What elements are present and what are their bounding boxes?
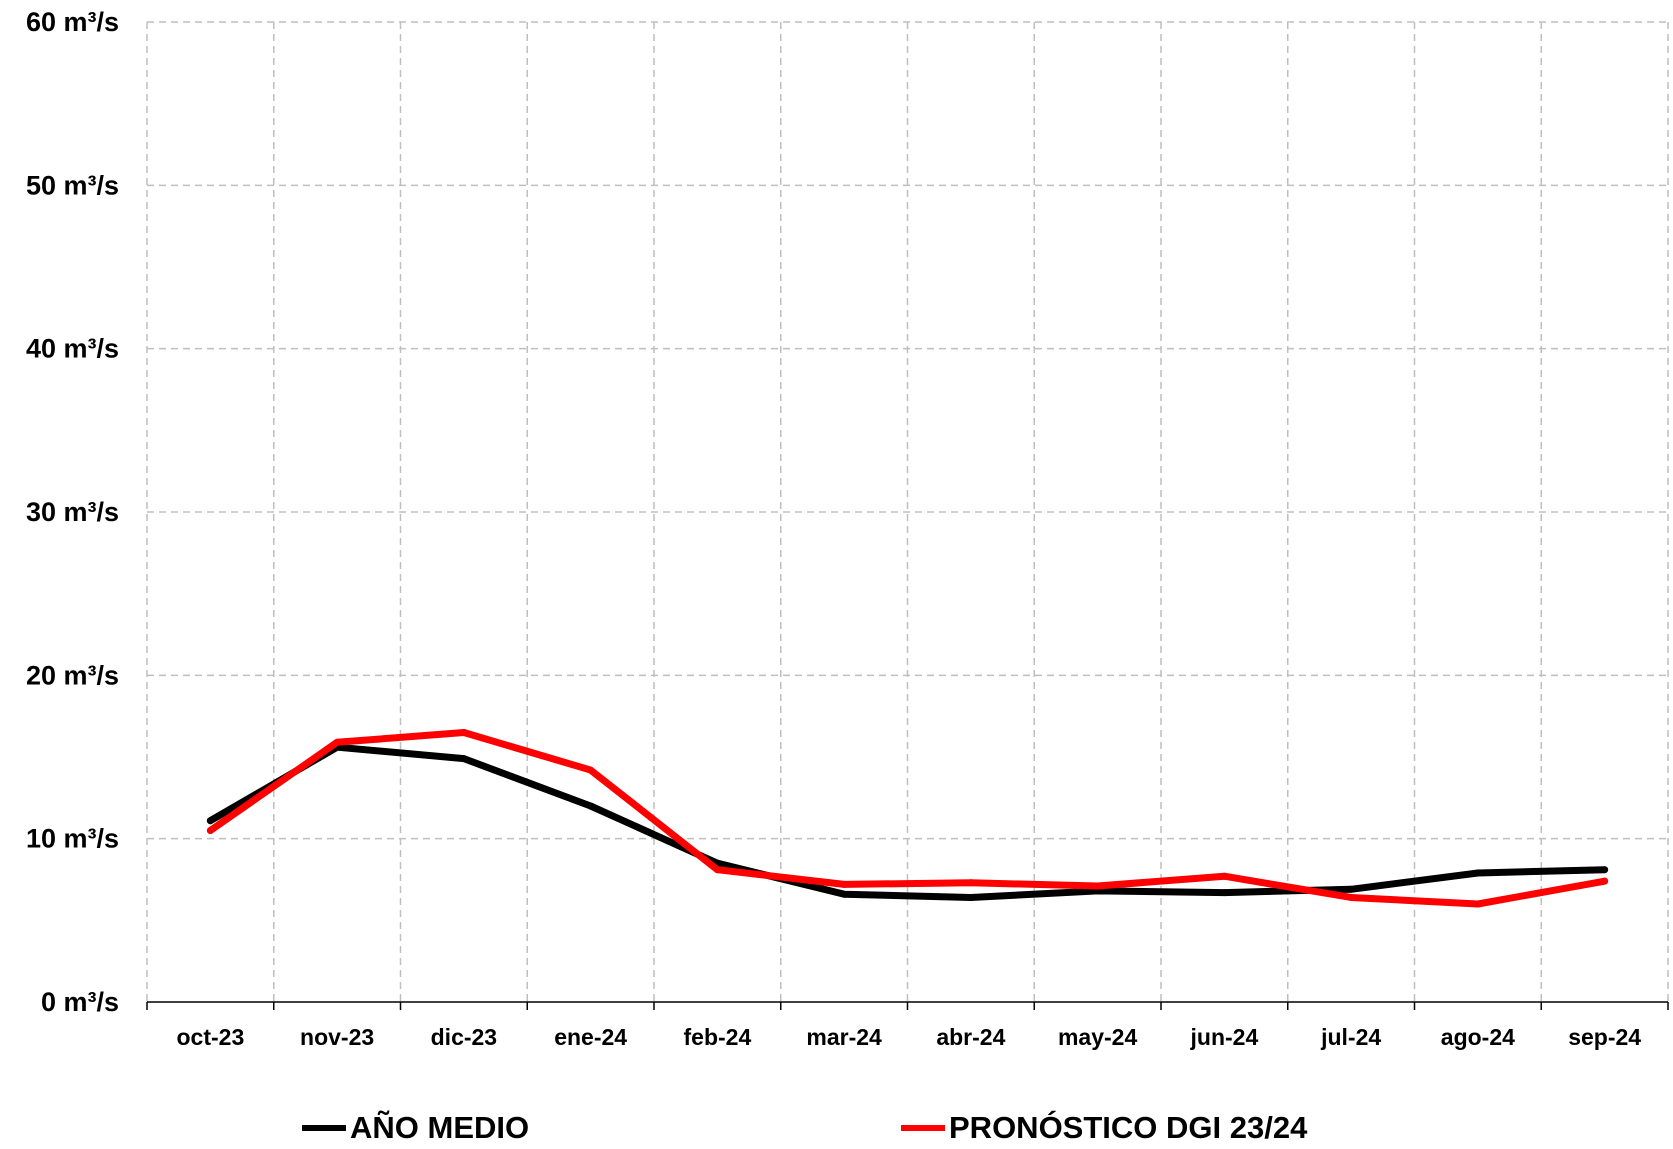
data-point-ano-medio — [206, 817, 214, 825]
data-point-ano-medio — [1474, 869, 1482, 877]
data-point-pronostico — [206, 827, 214, 834]
data-point-ano-medio — [587, 802, 595, 810]
x-axis-tick-labels: oct-23 nov-23 dic-23 ene-24 feb-24 mar-24 abr-… — [177, 1024, 1642, 1050]
y-axis-tick-labels: 0 m³/s 10 m³/s 20 m³/s 30 m³/s 40 m³/s 50 m³/… — [26, 7, 119, 1017]
x-tick-label: mar-24 — [806, 1024, 882, 1050]
y-tick-label: 20 m³/s — [26, 660, 119, 690]
legend-swatch-pronostico — [901, 1125, 945, 1131]
x-tick-label: ago-24 — [1441, 1024, 1515, 1050]
x-tick-label: ene-24 — [554, 1024, 627, 1050]
legend-item-ano-medio: AÑO MEDIO — [302, 1108, 529, 1148]
data-point-pronostico — [713, 866, 721, 874]
series-line-pronostico — [206, 729, 1609, 908]
x-tick-label: feb-24 — [684, 1024, 752, 1050]
data-point-pronostico — [967, 879, 975, 887]
series-lines — [206, 729, 1609, 908]
y-tick-label: 50 m³/s — [26, 170, 119, 200]
x-tick-label: jun-24 — [1190, 1024, 1259, 1050]
y-tick-label: 60 m³/s — [26, 7, 119, 37]
x-tick-label: dic-23 — [431, 1024, 497, 1050]
legend-label-ano-medio: AÑO MEDIO — [350, 1110, 530, 1145]
y-tick-label: 0 m³/s — [41, 987, 119, 1017]
data-point-ano-medio — [1601, 866, 1609, 874]
legend-item-pronostico: PRONÓSTICO DGI 23/24 — [901, 1108, 1307, 1148]
data-point-ano-medio — [967, 893, 975, 901]
x-tick-label: nov-23 — [300, 1024, 374, 1050]
y-tick-label: 10 m³/s — [26, 824, 119, 854]
y-tick-label: 40 m³/s — [26, 334, 119, 364]
data-point-pronostico — [460, 729, 468, 736]
data-point-ano-medio — [840, 890, 848, 898]
data-point-ano-medio — [460, 755, 468, 763]
x-tick-label: jul-24 — [1320, 1024, 1381, 1050]
data-point-pronostico — [587, 766, 595, 774]
x-tick-label: abr-24 — [936, 1024, 1005, 1050]
data-point-pronostico — [333, 738, 341, 746]
data-point-pronostico — [1474, 900, 1482, 908]
x-tick-label: sep-24 — [1568, 1024, 1641, 1050]
grid-lines — [146, 21, 1669, 1002]
data-point-ano-medio — [1347, 885, 1355, 893]
legend-swatch-ano-medio — [302, 1125, 346, 1131]
legend-label-pronostico: PRONÓSTICO DGI 23/24 — [949, 1110, 1308, 1145]
data-point-pronostico — [840, 880, 848, 888]
data-point-ano-medio — [1220, 889, 1228, 897]
y-tick-label: 30 m³/s — [26, 497, 119, 527]
x-axis — [146, 1001, 1669, 1010]
x-tick-label: may-24 — [1058, 1024, 1137, 1050]
data-point-pronostico — [1347, 893, 1355, 901]
data-point-pronostico — [1601, 877, 1609, 885]
data-point-pronostico — [1094, 882, 1102, 890]
x-tick-label: oct-23 — [177, 1024, 245, 1050]
series-line-ano-medio — [206, 743, 1609, 901]
data-point-pronostico — [1220, 872, 1228, 880]
